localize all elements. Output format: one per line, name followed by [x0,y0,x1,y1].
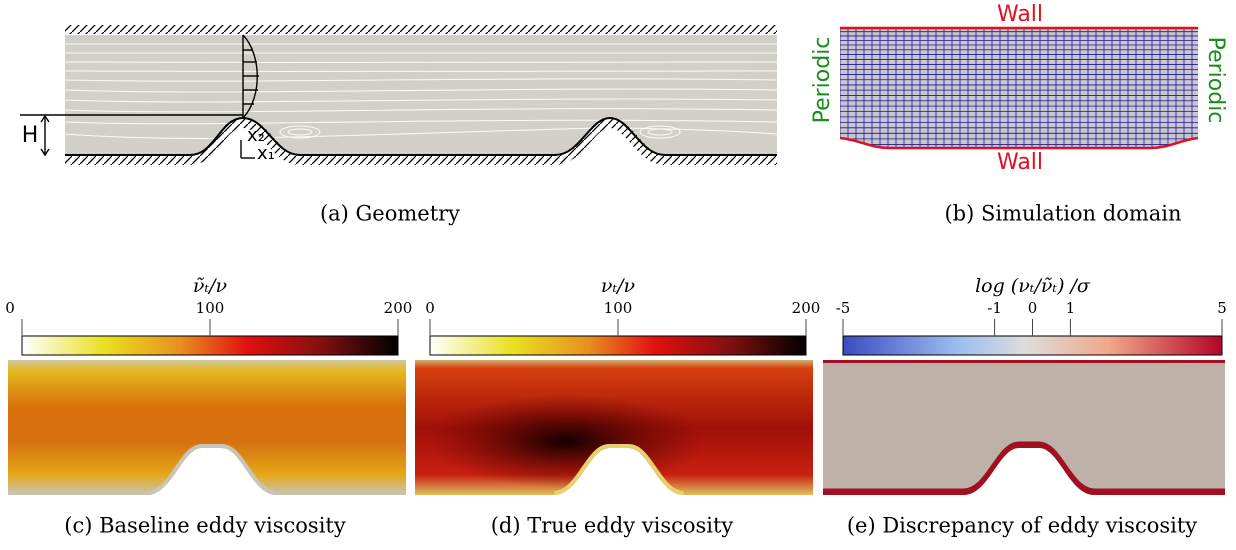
field-true [415,360,813,495]
height-label: H [22,123,39,148]
tick-label: -1 [987,299,1002,317]
tick-label: 0 [5,299,15,317]
tick-label: 200 [792,299,821,317]
colorbar [21,335,399,356]
colorbar [842,335,1223,356]
tick-label: 1 [1066,299,1076,317]
tick-label: 0 [1028,299,1038,317]
tick-label: 0 [425,299,435,317]
wall-label: Wall [997,150,1043,175]
colorbar-title: νₜ/ν [601,275,636,297]
periodic-label: Periodic [810,37,835,124]
caption: (a) Geometry [320,202,460,226]
simulation-domain: Wall Wall Periodic Periodic [810,2,1228,175]
field-discrepancy [823,360,1225,495]
geometry: H x₂ x₁ [20,25,778,165]
periodic-label: Periodic [1203,37,1228,124]
axis-label: x₁ [257,143,275,164]
caption: (b) Simulation domain [944,202,1181,226]
field-baseline [8,360,406,495]
axis-label: x₂ [247,125,265,146]
caption: (e) Discrepancy of eddy viscosity [847,514,1197,538]
caption: (d) True eddy viscosity [491,514,734,538]
colorbar [429,335,807,356]
tick-label: 100 [196,299,225,317]
tick-label: 100 [604,299,633,317]
colorbar-title: ν̃ₜ/ν [193,275,228,297]
wall-label: Wall [997,2,1043,27]
colorbar-title: log (νₜ/ν̃ₜ) /σ [975,275,1091,297]
tick-label: -5 [836,299,851,317]
tick-label: 200 [384,299,413,317]
tick-label: 5 [1217,299,1227,317]
caption: (c) Baseline eddy viscosity [64,514,346,538]
